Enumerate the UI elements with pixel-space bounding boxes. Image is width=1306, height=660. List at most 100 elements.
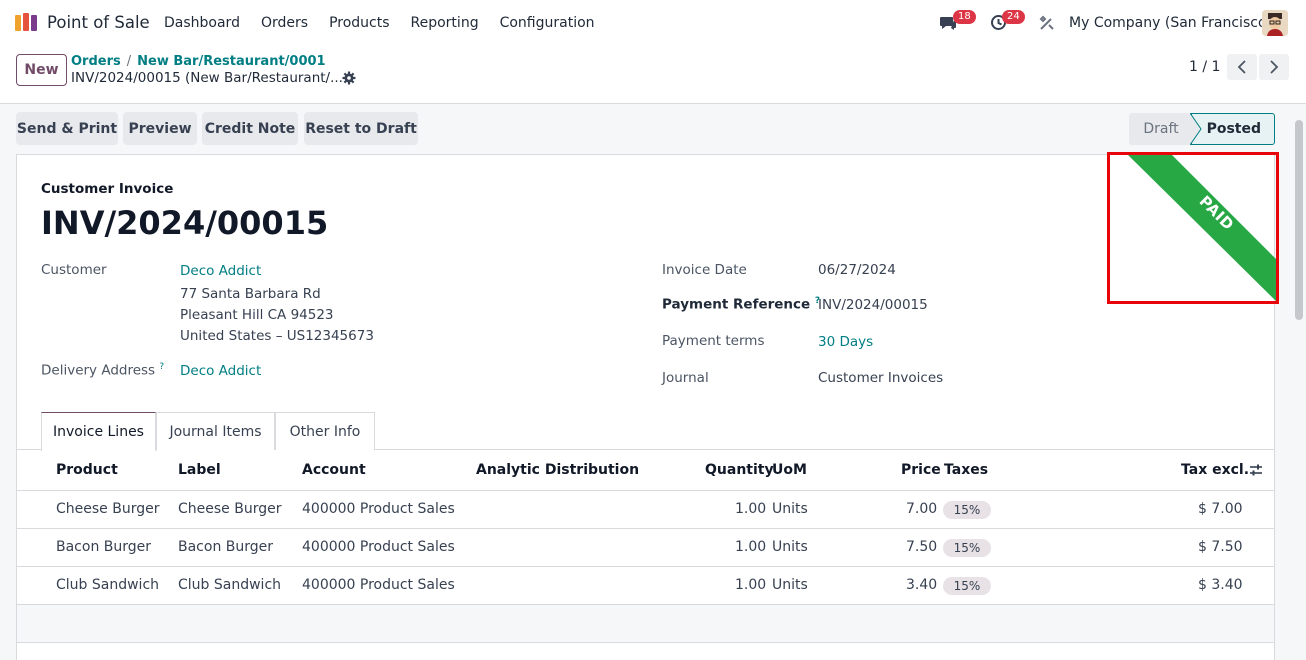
new-button[interactable]: New (16, 54, 67, 86)
invoice-sheet (16, 154, 1275, 660)
preview-button[interactable]: Preview (123, 112, 197, 145)
table-row-price[interactable]: 7.00 (906, 501, 938, 517)
payment-reference-label: Payment Reference ? (662, 296, 820, 313)
menu-reporting[interactable]: Reporting (410, 15, 479, 31)
address-line-3: United States – US12345673 (180, 328, 374, 344)
tab-other-info[interactable]: Other Info (275, 412, 375, 450)
chevron-left-icon (1237, 60, 1246, 74)
journal-value: Customer Invoices (818, 370, 944, 386)
breadcrumb-current: INV/2024/00015 (New Bar/Restaurant/... (71, 70, 343, 86)
breadcrumb-separator: / (126, 54, 132, 69)
col-price[interactable]: Price (901, 462, 941, 478)
reset-to-draft-button[interactable]: Reset to Draft (304, 112, 418, 145)
messages-badge: 18 (953, 10, 976, 24)
table-row-label[interactable]: Club Sandwich (178, 577, 282, 593)
top-navbar: Point of Sale Dashboard Orders Products … (0, 0, 1306, 46)
credit-note-button[interactable]: Credit Note (202, 112, 298, 145)
col-product[interactable]: Product (56, 462, 118, 478)
col-label[interactable]: Label (178, 462, 221, 478)
delivery-address-link[interactable]: Deco Addict (180, 363, 262, 379)
table-row-quantity[interactable]: 1.00 (735, 577, 767, 593)
table-row-uom[interactable]: Units (772, 501, 808, 517)
customer-label: Customer (41, 262, 107, 278)
table-row-label[interactable]: Bacon Burger (178, 539, 274, 555)
app-name[interactable]: Point of Sale (47, 13, 150, 32)
table-row-divider (17, 604, 1274, 605)
document-type: Customer Invoice (41, 181, 174, 197)
table-row-account[interactable]: 400000 Product Sales (302, 539, 455, 555)
tax-badge[interactable]: 15% (943, 539, 991, 557)
tools-icon[interactable] (1039, 15, 1055, 31)
scrollbar-thumb[interactable] (1295, 120, 1303, 320)
table-row-label[interactable]: Cheese Burger (178, 501, 282, 517)
user-avatar[interactable] (1262, 10, 1288, 36)
table-row-price[interactable]: 7.50 (906, 539, 938, 555)
status-arrow-icon (1190, 113, 1202, 145)
tab-journal-items[interactable]: Journal Items (156, 412, 275, 450)
table-row-divider (17, 528, 1274, 529)
company-switcher[interactable]: My Company (San Francisco) (1069, 15, 1272, 31)
journal-label: Journal (662, 370, 709, 386)
breadcrumb: Orders / New Bar/Restaurant/0001 (71, 54, 326, 69)
help-tooltip-icon[interactable]: ? (814, 296, 821, 306)
table-row-quantity[interactable]: 1.00 (735, 539, 767, 555)
table-row-account[interactable]: 400000 Product Sales (302, 577, 455, 593)
delivery-address-label: Delivery Address ? (41, 362, 164, 379)
payment-terms-link[interactable]: 30 Days (818, 334, 874, 350)
delivery-address-label-text: Delivery Address (41, 362, 156, 379)
table-row-subtotal: $ 7.00 (1198, 501, 1243, 517)
table-row-price[interactable]: 3.40 (906, 577, 938, 593)
address-line-1: 77 Santa Barbara Rd (180, 286, 321, 302)
table-row-subtotal: $ 3.40 (1198, 577, 1243, 593)
table-row-uom[interactable]: Units (772, 539, 808, 555)
col-analytic-distribution[interactable]: Analytic Distribution (476, 462, 640, 478)
empty-table-row[interactable] (17, 605, 1274, 642)
menu-orders[interactable]: Orders (260, 15, 309, 31)
pager-next-button[interactable] (1259, 54, 1289, 80)
help-tooltip-icon[interactable]: ? (159, 362, 165, 372)
col-tax-excl[interactable]: Tax excl. (1181, 462, 1250, 478)
tabs-divider (16, 449, 1275, 450)
tab-invoice-lines[interactable]: Invoice Lines (41, 412, 156, 451)
payment-terms-label: Payment terms (662, 333, 765, 349)
col-taxes[interactable]: Taxes (944, 462, 989, 478)
gear-icon[interactable] (342, 71, 356, 85)
breadcrumb-order[interactable]: New Bar/Restaurant/0001 (137, 54, 326, 69)
main-menu: Dashboard Orders Products Reporting Conf… (164, 15, 616, 31)
paid-ribbon-highlight: PAID (1107, 152, 1279, 304)
send-print-button[interactable]: Send & Print (16, 112, 118, 145)
table-row-account[interactable]: 400000 Product Sales (302, 501, 455, 517)
control-panel: New Orders / New Bar/Restaurant/0001 INV/2… (0, 46, 1306, 104)
table-row-product[interactable]: Club Sandwich (56, 577, 160, 593)
table-row-product[interactable]: Cheese Burger (56, 501, 160, 517)
table-row-product[interactable]: Bacon Burger (56, 539, 152, 555)
payment-reference-value: INV/2024/00015 (818, 297, 928, 313)
col-quantity[interactable]: Quantity (705, 462, 774, 478)
col-uom[interactable]: UoM (772, 462, 807, 478)
menu-dashboard[interactable]: Dashboard (164, 15, 240, 31)
status-draft[interactable]: Draft (1129, 113, 1193, 145)
column-settings-icon[interactable] (1249, 463, 1263, 477)
table-row-uom[interactable]: Units (772, 577, 808, 593)
address-line-2: Pleasant Hill CA 94523 (180, 307, 334, 323)
table-row-subtotal: $ 7.50 (1198, 539, 1243, 555)
table-row-divider (17, 642, 1274, 643)
pos-app-icon[interactable] (14, 12, 40, 32)
table-row-quantity[interactable]: 1.00 (735, 501, 767, 517)
chevron-right-icon (1270, 60, 1279, 74)
col-account[interactable]: Account (302, 462, 366, 478)
customer-link[interactable]: Deco Addict (180, 263, 262, 279)
activities-badge: 24 (1002, 10, 1025, 24)
payment-reference-label-text: Payment Reference (662, 296, 811, 313)
pager-value[interactable]: 1 / 1 (1189, 59, 1221, 75)
menu-products[interactable]: Products (329, 15, 390, 31)
tax-badge[interactable]: 15% (943, 577, 991, 595)
table-row-divider (17, 566, 1274, 567)
tax-badge[interactable]: 15% (943, 501, 991, 519)
menu-configuration[interactable]: Configuration (499, 15, 595, 31)
pager-previous-button[interactable] (1227, 54, 1257, 80)
invoice-date-value: 06/27/2024 (818, 262, 896, 278)
status-posted[interactable]: Posted (1191, 113, 1275, 145)
breadcrumb-orders[interactable]: Orders (71, 54, 121, 69)
invoice-date-label: Invoice Date (662, 262, 747, 278)
